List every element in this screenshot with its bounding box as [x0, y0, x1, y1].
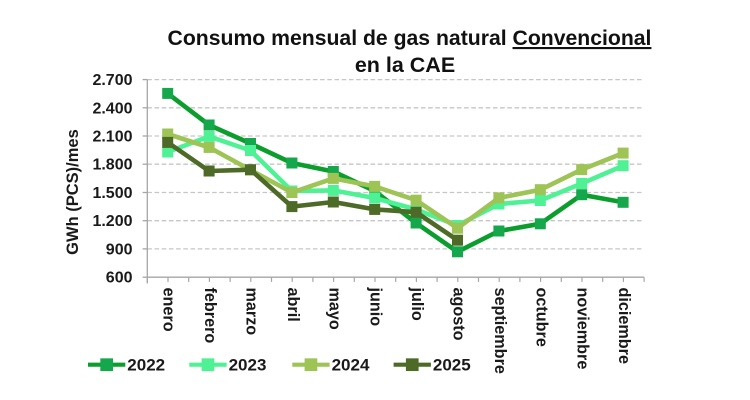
svg-text:noviembre: noviembre [574, 288, 592, 370]
svg-text:marzo: marzo [243, 288, 261, 336]
svg-text:abril: abril [284, 288, 302, 322]
svg-text:600: 600 [106, 270, 133, 287]
svg-text:septiembre: septiembre [491, 288, 509, 374]
svg-text:900: 900 [106, 241, 133, 258]
svg-text:junio: junio [367, 287, 385, 327]
svg-text:enero: enero [160, 288, 178, 332]
svg-text:2.100: 2.100 [92, 129, 132, 146]
svg-text:julio: julio [408, 287, 426, 321]
svg-text:GWh (PCS)/mes: GWh (PCS)/mes [64, 129, 82, 255]
svg-text:1.800: 1.800 [92, 157, 132, 174]
svg-text:1.500: 1.500 [92, 185, 132, 202]
svg-text:2.700: 2.700 [92, 72, 132, 89]
svg-text:agosto: agosto [450, 288, 468, 341]
svg-text:octubre: octubre [532, 288, 550, 347]
svg-text:1.200: 1.200 [92, 213, 132, 230]
svg-text:mayo: mayo [325, 288, 343, 330]
svg-text:2.400: 2.400 [92, 100, 132, 117]
svg-text:2023: 2023 [229, 356, 267, 375]
svg-text:Consumo mensual de gas natural: Consumo mensual de gas natural Convencio… [168, 27, 652, 50]
svg-text:febrero: febrero [201, 288, 219, 344]
svg-text:2024: 2024 [332, 356, 370, 375]
svg-text:2022: 2022 [127, 356, 165, 375]
svg-text:2025: 2025 [433, 356, 471, 375]
svg-text:diciembre: diciembre [615, 288, 633, 364]
svg-text:en la CAE: en la CAE [355, 53, 455, 77]
